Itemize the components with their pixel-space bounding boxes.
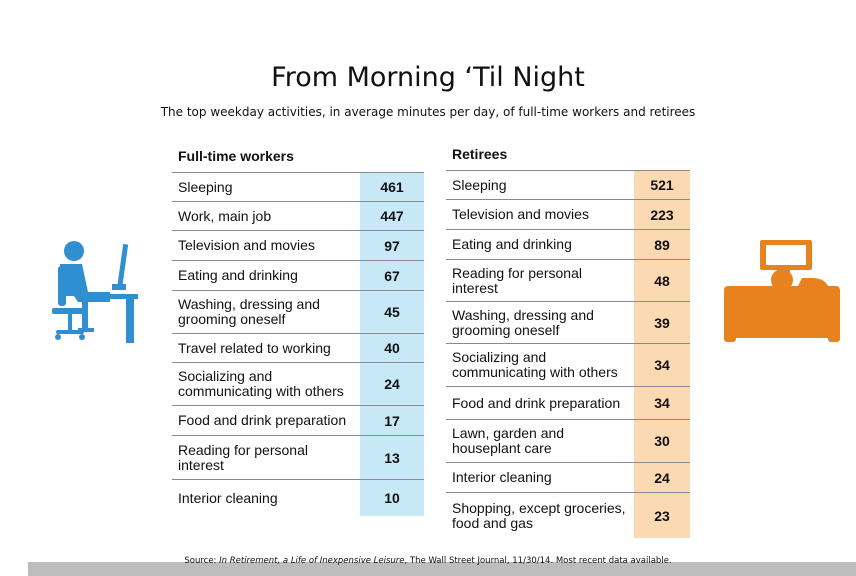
retirees-minutes-value: 23 [654, 507, 670, 524]
table-row: Television and movies 97 [172, 230, 424, 260]
workers-minutes-value: 97 [384, 237, 400, 254]
retirees-heading: Retirees [452, 146, 508, 162]
retirees-value-column [634, 170, 690, 538]
full-time-workers-table: Full-time workers Sleeping 461 Work, main … [172, 148, 424, 518]
retirees-activity-label: Food and drink preparation [452, 394, 621, 411]
person-on-sofa-watching-tv-icon [724, 240, 840, 342]
retirees-minutes-value: 89 [654, 236, 670, 253]
retirees-activity-label: Socializing and communicating with others [452, 349, 618, 380]
retirees-table: Retirees Sleeping 521 Television and movie… [446, 146, 690, 538]
retirees-activity-label: Reading for personal interest [452, 264, 582, 296]
table-row: Reading for personal interest 48 [446, 259, 690, 301]
table-row: Travel related to working 40 [172, 333, 424, 362]
workers-minutes-value: 10 [384, 490, 400, 506]
source-title: In Retirement, a Life of Inexpensive Lei… [219, 556, 405, 566]
retirees-minutes-value: 223 [650, 206, 674, 223]
page-title: From Morning ‘Til Night [271, 62, 585, 93]
workers-value-column [360, 172, 424, 516]
table-row: Television and movies 223 [446, 199, 690, 229]
workers-activity-label: Travel related to working [178, 339, 331, 356]
footer-bar [28, 562, 856, 576]
workers-activity-label: Socializing and communicating with others [178, 368, 344, 399]
table-row: Shopping, except groceries, food and gas 2… [446, 492, 690, 538]
source-note: Source: In Retirement, a Life of Inexpen… [0, 556, 856, 566]
retirees-minutes-value: 48 [654, 272, 670, 289]
retirees-minutes-value: 34 [654, 357, 670, 373]
table-row: Sleeping 521 [446, 170, 690, 199]
workers-activity-label: Work, main job [178, 207, 272, 224]
table-row: Reading for personal interest 13 [172, 435, 424, 479]
table-row: Work, main job 447 [172, 201, 424, 230]
retirees-minutes-value: 521 [650, 177, 674, 193]
retirees-activity-label: Lawn, garden and houseplant care [452, 425, 565, 456]
table-row: Socializing and communicating with others… [172, 362, 424, 405]
retirees-activity-label: Washing, dressing and grooming oneself [452, 306, 594, 338]
retirees-minutes-value: 34 [654, 395, 670, 411]
retirees-activity-label: Shopping, except groceries, food and gas [452, 499, 626, 531]
table-row: Sleeping 461 [172, 172, 424, 201]
table-row: Lawn, garden and houseplant care 30 [446, 419, 690, 462]
workers-activity-label: Food and drink preparation [178, 412, 347, 428]
workers-activity-label: Sleeping [178, 178, 233, 195]
workers-activity-label: Interior cleaning [178, 489, 278, 506]
workers-minutes-value: 67 [384, 267, 400, 284]
workers-minutes-value: 447 [380, 208, 404, 224]
source-prefix: Source: [184, 556, 220, 566]
table-row: Interior cleaning 24 [446, 462, 690, 492]
table-row: Interior cleaning 10 [172, 479, 424, 516]
source-suffix: , The Wall Street Journal, 11/30/14. Mos… [404, 556, 672, 566]
workers-activity-label: Television and movies [178, 237, 315, 253]
table-row: Eating and drinking 67 [172, 260, 424, 290]
retirees-minutes-value: 39 [654, 314, 670, 331]
workers-minutes-value: 17 [384, 412, 400, 429]
workers-minutes-value: 40 [384, 340, 400, 356]
workers-minutes-value: 13 [384, 449, 400, 466]
table-row: Eating and drinking 89 [446, 229, 690, 259]
workers-activity-label: Washing, dressing and grooming oneself [178, 296, 320, 327]
retirees-activity-label: Television and movies [452, 206, 589, 222]
workers-activity-label: Reading for personal interest [178, 441, 308, 473]
table-row: Washing, dressing and grooming oneself 39 [446, 301, 690, 343]
table-row: Washing, dressing and grooming oneself 45 [172, 290, 424, 333]
table-row: Food and drink preparation 34 [446, 386, 690, 419]
workers-activity-label: Eating and drinking [178, 267, 298, 283]
retirees-activity-label: Sleeping [452, 176, 507, 193]
workers-minutes-value: 24 [384, 376, 400, 392]
full-time-workers-heading: Full-time workers [178, 148, 294, 164]
retirees-minutes-value: 24 [654, 469, 670, 486]
person-at-computer-icon [52, 241, 138, 343]
table-row: Socializing and communicating with others… [446, 343, 690, 386]
retirees-activity-label: Interior cleaning [452, 469, 552, 485]
retirees-minutes-value: 30 [654, 433, 670, 449]
retirees-activity-label: Eating and drinking [452, 236, 572, 252]
table-row: Food and drink preparation 17 [172, 405, 424, 435]
workers-minutes-value: 45 [384, 304, 400, 320]
workers-minutes-value: 461 [380, 179, 404, 195]
page-subtitle: The top weekday activities, in average m… [160, 105, 696, 119]
